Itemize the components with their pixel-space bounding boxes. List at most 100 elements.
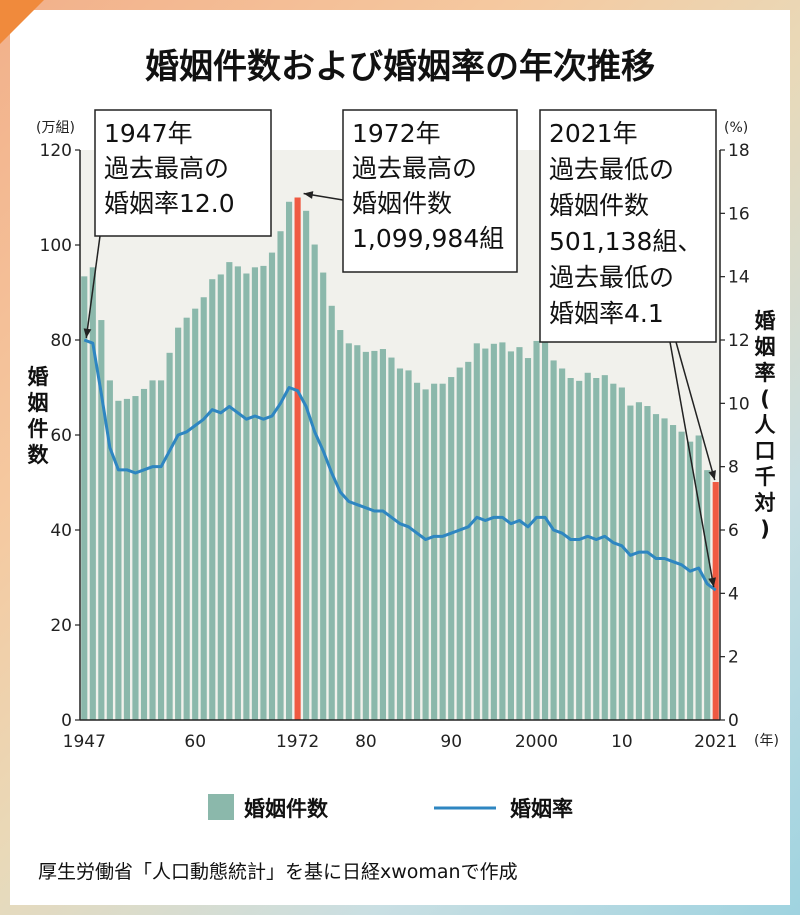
chart-title: 婚姻件数および婚姻率の年次推移 xyxy=(145,47,655,87)
bar-1985 xyxy=(405,370,412,720)
bar-1959 xyxy=(183,317,190,720)
bar-2013 xyxy=(644,406,651,720)
annotation-text: 1,099,984組 xyxy=(352,224,504,253)
bar-2009 xyxy=(610,383,617,720)
axis-label-char: 口 xyxy=(755,439,776,463)
annotation-box xyxy=(342,109,518,273)
axis-label-char: 婚 xyxy=(28,365,49,389)
annotation-arrow xyxy=(675,341,716,481)
annotation-text: 2021年 xyxy=(549,119,638,148)
bar-2004 xyxy=(567,378,574,720)
right-tick-label: 10 xyxy=(728,394,750,414)
bar-1947 xyxy=(81,276,88,720)
bar-1987 xyxy=(422,389,429,720)
right-tick-label: 16 xyxy=(728,204,750,224)
axis-label-char: 数 xyxy=(28,443,50,467)
bar-2015 xyxy=(661,418,668,721)
bar-1949 xyxy=(98,320,105,720)
bar-1958 xyxy=(175,327,182,720)
annotation-arrow xyxy=(85,235,101,339)
x-tick-label: 60 xyxy=(184,732,206,752)
right-axis-unit: (%) xyxy=(724,120,748,136)
axis-label-char: ( xyxy=(760,387,770,411)
bar-1951 xyxy=(115,400,122,720)
right-tick-label: 18 xyxy=(728,141,750,161)
x-tick-label: 10 xyxy=(611,732,633,752)
left-axis-label: 婚姻件数 xyxy=(28,365,50,467)
legend-bar-swatch xyxy=(208,794,234,820)
axis-label-char: 率 xyxy=(755,361,776,385)
rate-line xyxy=(83,338,717,592)
bar-1960 xyxy=(192,308,199,720)
annotation-text: 1947年 xyxy=(104,119,193,148)
annotation-arrowhead xyxy=(83,328,92,338)
axis-label-char: 対 xyxy=(755,491,776,515)
x-tick-label: 1947 xyxy=(63,732,106,752)
x-tick-label: 1972 xyxy=(276,732,319,752)
right-tick-label: 12 xyxy=(728,331,750,351)
left-tick-label: 0 xyxy=(61,711,72,731)
bar-1964 xyxy=(226,262,233,720)
bar-2014 xyxy=(652,414,660,720)
annotation-text: 婚姻率4.1 xyxy=(549,299,664,328)
bar-1962 xyxy=(209,279,216,720)
bar-1965 xyxy=(234,266,241,720)
bar-2020 xyxy=(704,470,711,720)
bar-1972 xyxy=(294,197,301,720)
annotation-text: 過去最低の xyxy=(549,263,674,292)
right-tick-label: 4 xyxy=(728,584,739,604)
bar-1979 xyxy=(354,345,361,720)
annotation-box xyxy=(94,109,272,237)
bar-1998 xyxy=(516,347,523,721)
annotation-arrowhead xyxy=(708,577,716,588)
right-tick-label: 6 xyxy=(728,521,739,541)
axis-label-char: 千 xyxy=(755,465,776,489)
bar-1996 xyxy=(499,342,506,721)
bar-1989 xyxy=(439,383,446,720)
bar-1992 xyxy=(465,361,472,720)
bar-1970 xyxy=(277,231,284,720)
left-tick-label: 120 xyxy=(40,141,72,161)
bar-1973 xyxy=(303,210,310,721)
bar-1986 xyxy=(413,382,421,720)
bar-1956 xyxy=(157,380,165,721)
bar-1976 xyxy=(328,305,335,720)
bar-1966 xyxy=(243,273,250,720)
bar-1988 xyxy=(431,383,438,720)
bar-1984 xyxy=(396,368,404,720)
annotation-box xyxy=(539,109,717,343)
bar-1968 xyxy=(260,265,267,720)
source-note: 厚生労働省「人口動態統計」を基に日経xwomanで作成 xyxy=(38,861,518,883)
bar-2016 xyxy=(669,425,677,720)
bar-1954 xyxy=(140,388,148,720)
bar-2019 xyxy=(695,435,702,720)
bar-2011 xyxy=(627,405,634,720)
bar-2017 xyxy=(678,431,685,720)
annotation-text: 過去最低の xyxy=(549,155,674,184)
left-tick-label: 80 xyxy=(50,331,72,351)
bar-2001 xyxy=(541,340,549,720)
right-tick-label: 0 xyxy=(728,711,739,731)
right-tick-label: 8 xyxy=(728,458,739,478)
left-axis-unit: (万組) xyxy=(36,120,75,136)
bar-1948 xyxy=(89,267,96,720)
x-tick-label: 2000 xyxy=(515,732,558,752)
bars-group xyxy=(81,197,719,721)
right-ticks: 0 2 4 6 8 10 12 14 16 18 xyxy=(720,141,750,731)
annotation-text: 1972年 xyxy=(352,119,441,148)
bar-1978 xyxy=(345,343,352,720)
bar-1990 xyxy=(448,377,455,720)
bar-2021 xyxy=(712,482,719,720)
bar-1997 xyxy=(507,351,514,720)
left-tick-label: 20 xyxy=(50,616,72,636)
bar-1975 xyxy=(320,272,327,720)
x-tick-label: 90 xyxy=(440,732,462,752)
bar-1961 xyxy=(200,297,207,720)
legend-line-label: 婚姻率 xyxy=(510,797,573,821)
left-tick-label: 40 xyxy=(50,521,72,541)
right-tick-label: 14 xyxy=(728,268,750,288)
bar-2006 xyxy=(584,372,591,720)
bar-1957 xyxy=(166,352,173,720)
